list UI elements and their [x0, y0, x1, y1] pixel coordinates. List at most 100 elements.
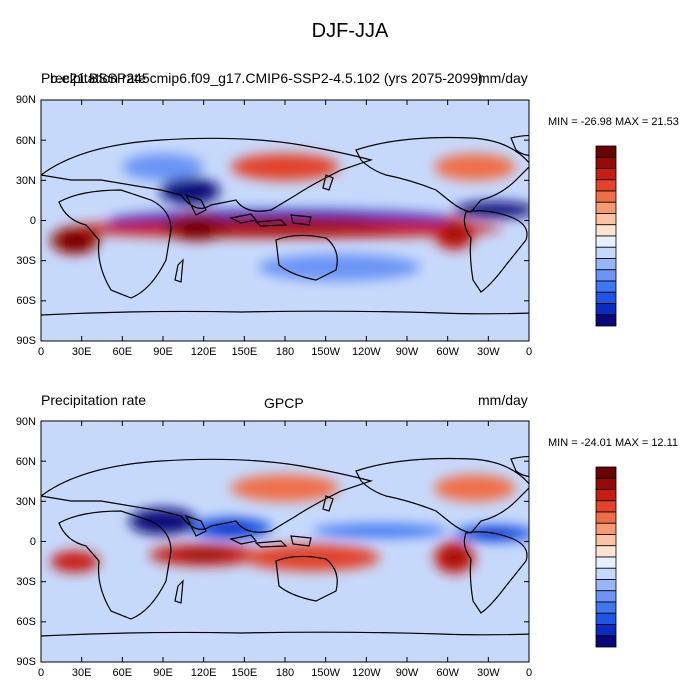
precip-anomaly-core [176, 549, 231, 561]
lat-label: 60N [15, 456, 36, 468]
lat-label: 60N [15, 135, 36, 147]
lat-label: 90N [15, 94, 36, 106]
precip-anomaly-region [312, 524, 448, 538]
colorbar-swatch [595, 190, 617, 203]
colorbar-swatch [595, 303, 617, 316]
colorbar-swatch [595, 201, 617, 214]
lat-label: 90S [16, 335, 36, 347]
colorbar-swatch [595, 179, 617, 192]
lat-label: 60S [16, 295, 36, 307]
lon-label: 120E [190, 667, 217, 679]
lon-label: 90E [153, 667, 173, 679]
lon-label: 0 [525, 667, 533, 679]
lon-label: 120E [190, 346, 217, 358]
lon-label: 150E [231, 667, 258, 679]
panel1-contour-field [50, 153, 529, 281]
colorbar-swatch [595, 579, 617, 592]
colorbar-swatch [595, 280, 617, 293]
colorbar-swatch [595, 235, 617, 248]
colorbar-swatch [595, 489, 617, 502]
lon-label: 90E [153, 346, 173, 358]
colorbar-swatch [595, 224, 617, 237]
lon-label: 60W [436, 667, 459, 679]
colorbar-swatch [595, 168, 617, 181]
colorbar-swatch [595, 291, 617, 304]
lon-label: 60E [112, 667, 133, 679]
lat-label: 90N [15, 416, 36, 428]
lon-label: 30E [71, 346, 92, 358]
panel2-background [41, 421, 529, 662]
lon-label: 150E [231, 346, 258, 358]
colorbar-swatch [595, 590, 617, 603]
lat-label: 0 [29, 536, 36, 548]
precip-anomaly-core [210, 522, 252, 534]
lat-label: 90S [16, 656, 36, 668]
colorbar-swatch [595, 258, 617, 271]
precip-anomaly-core [179, 220, 214, 234]
lon-label: 180 [275, 667, 295, 679]
colorbar-swatch [595, 466, 617, 479]
precip-anomaly-core [62, 233, 88, 248]
lon-label: 180 [275, 346, 295, 358]
colorbar-swatch [595, 522, 617, 535]
lon-label: 90W [395, 667, 419, 679]
colorbar-swatch [595, 545, 617, 558]
precip-anomaly-core [176, 223, 394, 234]
panel2-center-title: GPCP [264, 395, 304, 411]
panel1-left-title: Precipitation rate [41, 70, 147, 86]
colorbar-swatch [595, 601, 617, 614]
lon-label: 120W [351, 346, 381, 358]
panel1-center-title: b.e21.BSSP245cmip6.f09_g17.CMIP6-SSP2-4.… [50, 70, 483, 86]
panel2-left-title: Precipitation rate [41, 392, 147, 408]
lon-label: 150W [311, 667, 341, 679]
colorbar-swatch [595, 624, 617, 637]
lat-label: 30S [16, 255, 36, 267]
lon-label: 60E [112, 346, 133, 358]
lon-label: 0 [525, 346, 533, 358]
colorbar-swatch [595, 314, 617, 327]
lon-label: 30E [71, 667, 92, 679]
precip-anomaly-core [474, 205, 516, 214]
panel2-map [40, 420, 530, 663]
lon-label: 30W [477, 346, 500, 358]
panel2-right-title: mm/day [478, 392, 528, 408]
precip-anomaly-region [434, 153, 516, 181]
colorbar-swatch [595, 511, 617, 524]
precip-anomaly-core [146, 514, 180, 529]
precip-anomaly-core [175, 184, 206, 198]
lat-label: 30S [16, 576, 36, 588]
colorbar-swatch [595, 534, 617, 547]
precip-anomaly-region [230, 153, 340, 181]
lat-label: 0 [29, 215, 36, 227]
panel1-colorbar [595, 145, 617, 327]
colorbar-swatch [595, 556, 617, 569]
colorbar-swatch [595, 246, 617, 259]
colorbar-swatch [595, 269, 617, 282]
colorbar-swatch [595, 156, 617, 169]
panel1-ticks [40, 99, 530, 342]
colorbar-swatch [595, 635, 617, 648]
colorbar-swatch [595, 213, 617, 226]
colorbar-swatch [595, 477, 617, 490]
panel2-min-max: MIN = -24.01 MAX = 12.11 [548, 437, 679, 449]
colorbar-swatch [595, 500, 617, 513]
panel1-min-max: MIN = -26.98 MAX = 21.53 [548, 116, 679, 128]
precip-anomaly-core [62, 556, 88, 567]
lon-label: 90W [395, 346, 419, 358]
panel1-map [40, 99, 530, 342]
lon-label: 120W [351, 667, 381, 679]
lat-label: 30N [15, 496, 36, 508]
colorbar-swatch [595, 612, 617, 625]
precip-anomaly-region [230, 474, 340, 502]
lon-label: 60W [436, 346, 459, 358]
lon-label: 0 [37, 667, 45, 679]
figure-title: DJF-JJA [311, 20, 389, 42]
lat-label: 30N [15, 175, 36, 187]
precip-anomaly-region [244, 544, 380, 571]
precip-anomaly-core [444, 549, 465, 566]
lon-label: 30W [477, 667, 500, 679]
precip-anomaly-region [257, 253, 421, 281]
panel1-right-title: mm/day [478, 70, 528, 86]
colorbar-swatch [595, 145, 617, 158]
